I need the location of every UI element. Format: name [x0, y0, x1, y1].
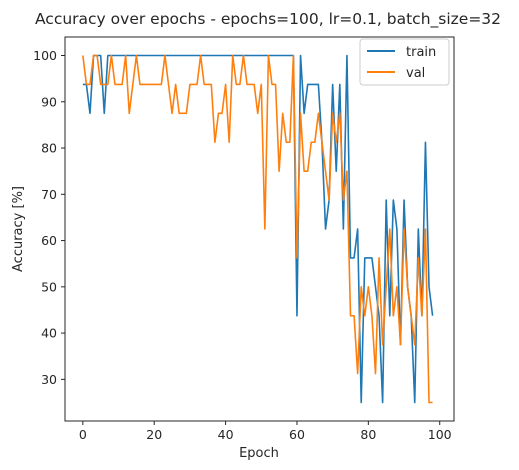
- x-tick-label: 80: [360, 427, 376, 442]
- x-tick-label: 60: [289, 427, 305, 442]
- x-tick-label: 100: [428, 427, 452, 442]
- y-tick-label: 60: [41, 233, 57, 248]
- x-tick-label: 40: [218, 427, 234, 442]
- legend-label-val: val: [406, 66, 425, 81]
- x-tick-label: 0: [79, 427, 87, 442]
- x-axis-label: Epoch: [239, 446, 279, 461]
- y-tick-label: 70: [41, 187, 57, 202]
- series-line-train: [82, 54, 434, 404]
- series-lines: [82, 54, 434, 404]
- y-tick-label: 80: [41, 141, 57, 156]
- legend-label-train: train: [406, 45, 436, 60]
- chart-title: Accuracy over epochs - epochs=100, lr=0.…: [35, 10, 501, 29]
- y-axis-label: Accuracy [%]: [11, 186, 26, 272]
- x-tick-label: 20: [146, 427, 162, 442]
- series-line-val: [82, 54, 433, 404]
- y-axis: 30 40 50 60 70 80 90 100: [33, 48, 65, 387]
- y-tick-label: 30: [41, 372, 57, 387]
- x-axis: 0 20 40 60 80 100: [79, 421, 452, 442]
- y-tick-label: 40: [41, 326, 57, 341]
- plot-area: [64, 36, 455, 422]
- y-tick-label: 100: [33, 48, 57, 63]
- legend: train val: [359, 38, 450, 86]
- y-tick-label: 50: [41, 279, 57, 294]
- y-tick-label: 90: [41, 94, 57, 109]
